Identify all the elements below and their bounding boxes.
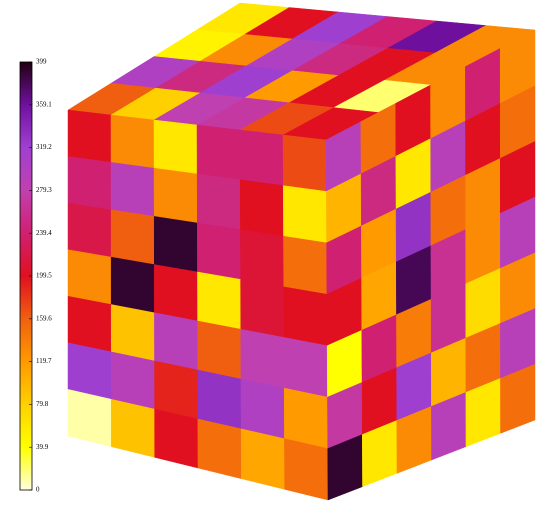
grain [111,162,154,216]
grain [198,419,241,479]
grain [197,223,240,279]
grain [241,379,284,439]
grain [68,110,111,162]
grain [197,125,240,180]
colorbar-tick-label: 319.2 [36,143,52,151]
grain [284,337,327,397]
grain [284,287,327,346]
colorbar-tick-label: 0 [36,486,40,494]
grain [241,429,285,489]
colorbar-tick-label: 79.8 [36,400,49,408]
grain [68,157,111,210]
colorbar-tick-label: 39.9 [36,443,49,451]
grain [68,250,111,305]
grain [197,272,240,329]
grain [154,361,197,419]
grain [154,168,197,223]
grain [284,439,328,500]
grain [154,313,197,370]
grain [283,135,326,191]
grain [111,305,154,361]
grain [68,389,111,446]
grain [111,257,154,313]
grain [198,321,241,379]
grain [241,279,284,337]
grain [111,399,154,457]
grain [198,370,241,429]
grain [155,409,198,468]
grain [111,210,154,265]
colorbar-tick-label: 399 [36,58,47,66]
grain [68,296,111,352]
colorbar-tick-label: 279.3 [36,186,52,194]
grain [283,236,326,294]
grain [154,120,197,174]
grain [241,329,284,388]
grain [240,130,283,186]
colorbar-tick-label: 359.1 [36,100,52,108]
grain [111,115,154,168]
colorbar-tick-label: 159.6 [36,314,52,322]
grain [154,216,197,272]
grain [197,174,240,230]
colorbar-tick-label: 199.5 [36,272,52,280]
grain [240,230,283,287]
chart: 0 39.9 79.8 119.7 159.6 199.5 239.4 279.3 319.2 3… [0,0,539,515]
grain [68,203,111,257]
grain [240,180,283,236]
colorbar-tick-label: 119.7 [36,357,52,365]
grain [154,265,197,321]
colorbar-tick-label: 239.4 [36,229,52,237]
grain [284,388,328,448]
grain [283,186,326,243]
